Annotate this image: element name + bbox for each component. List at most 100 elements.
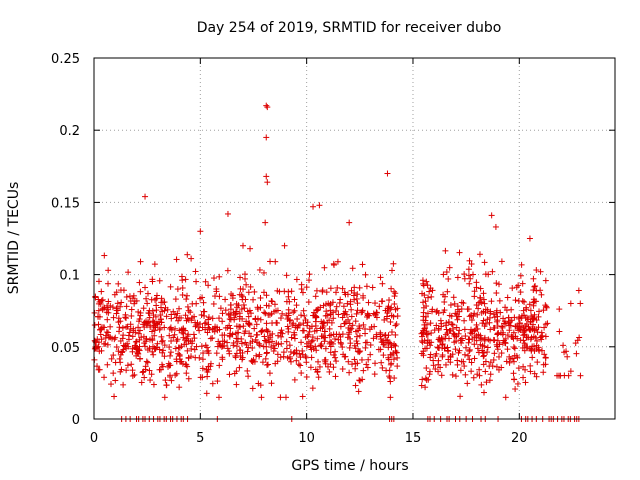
data-point bbox=[158, 338, 165, 345]
data-point bbox=[306, 277, 313, 284]
data-point bbox=[263, 338, 270, 345]
data-point bbox=[153, 292, 160, 299]
data-point bbox=[172, 325, 179, 332]
data-point bbox=[475, 349, 482, 356]
data-point bbox=[264, 328, 271, 335]
data-point bbox=[263, 134, 270, 141]
data-point bbox=[167, 352, 174, 359]
data-point bbox=[174, 336, 181, 343]
data-point bbox=[362, 344, 369, 351]
data-point bbox=[262, 310, 269, 317]
data-point bbox=[222, 296, 229, 303]
data-point bbox=[150, 381, 157, 388]
data-point bbox=[308, 346, 315, 353]
data-point bbox=[427, 320, 434, 327]
data-point bbox=[322, 334, 329, 341]
data-point bbox=[107, 323, 114, 330]
data-point bbox=[556, 328, 563, 335]
data-point bbox=[491, 314, 498, 321]
data-point bbox=[509, 285, 516, 292]
data-point bbox=[256, 266, 263, 273]
data-point bbox=[394, 313, 401, 320]
data-point bbox=[142, 284, 149, 291]
data-point bbox=[238, 306, 245, 313]
data-point bbox=[383, 367, 390, 374]
data-point bbox=[303, 284, 310, 291]
data-point bbox=[258, 394, 265, 401]
data-point bbox=[173, 314, 180, 321]
data-point bbox=[393, 321, 400, 328]
data-point bbox=[232, 311, 239, 318]
data-point bbox=[320, 319, 327, 326]
data-point bbox=[267, 334, 274, 341]
data-point bbox=[123, 367, 130, 374]
data-point bbox=[272, 307, 279, 314]
data-point bbox=[161, 394, 168, 401]
data-point bbox=[423, 278, 430, 285]
data-point bbox=[508, 333, 515, 340]
data-point bbox=[353, 310, 360, 317]
data-point bbox=[317, 325, 324, 332]
data-point bbox=[502, 394, 509, 401]
data-point bbox=[95, 339, 102, 346]
data-point bbox=[146, 314, 153, 321]
data-point bbox=[222, 307, 229, 314]
data-point bbox=[142, 363, 149, 370]
data-point bbox=[388, 285, 395, 292]
data-point bbox=[262, 355, 269, 362]
data-point bbox=[196, 327, 203, 334]
data-point bbox=[298, 370, 305, 377]
data-point bbox=[455, 313, 462, 320]
data-point bbox=[432, 366, 439, 373]
data-point bbox=[192, 268, 199, 275]
data-point bbox=[320, 302, 327, 309]
data-point bbox=[113, 344, 120, 351]
data-point bbox=[510, 329, 517, 336]
data-point bbox=[372, 311, 379, 318]
data-point bbox=[209, 315, 216, 322]
data-point bbox=[101, 374, 108, 381]
data-point bbox=[297, 362, 304, 369]
data-point bbox=[251, 288, 258, 295]
data-point bbox=[112, 377, 119, 384]
data-point bbox=[149, 328, 156, 335]
data-point bbox=[296, 350, 303, 357]
data-point bbox=[327, 349, 334, 356]
data-point bbox=[248, 357, 255, 364]
data-point bbox=[527, 336, 534, 343]
data-point bbox=[364, 364, 371, 371]
data-point bbox=[231, 316, 238, 323]
data-point bbox=[306, 271, 313, 278]
data-point bbox=[339, 285, 346, 292]
data-point bbox=[120, 287, 127, 294]
data-point bbox=[375, 346, 382, 353]
data-point bbox=[185, 375, 192, 382]
data-point bbox=[240, 323, 247, 330]
data-point bbox=[234, 338, 241, 345]
data-point bbox=[269, 338, 276, 345]
data-point bbox=[479, 342, 486, 349]
data-point bbox=[174, 310, 181, 317]
data-point bbox=[500, 315, 507, 322]
data-point bbox=[461, 275, 468, 282]
data-point bbox=[209, 335, 216, 342]
data-point bbox=[228, 291, 235, 298]
data-point bbox=[532, 283, 539, 290]
data-point bbox=[418, 382, 425, 389]
data-point bbox=[379, 280, 386, 287]
data-point bbox=[464, 380, 471, 387]
data-point bbox=[565, 372, 572, 379]
data-point bbox=[392, 290, 399, 297]
data-point bbox=[543, 304, 550, 311]
data-point bbox=[388, 360, 395, 367]
data-point bbox=[163, 382, 170, 389]
data-point bbox=[266, 339, 273, 346]
data-point bbox=[515, 298, 522, 305]
data-point bbox=[135, 324, 142, 331]
data-point bbox=[371, 371, 378, 378]
data-point bbox=[226, 371, 233, 378]
data-point bbox=[384, 170, 391, 177]
data-point bbox=[147, 377, 154, 384]
data-point bbox=[149, 348, 156, 355]
data-point bbox=[241, 305, 248, 312]
